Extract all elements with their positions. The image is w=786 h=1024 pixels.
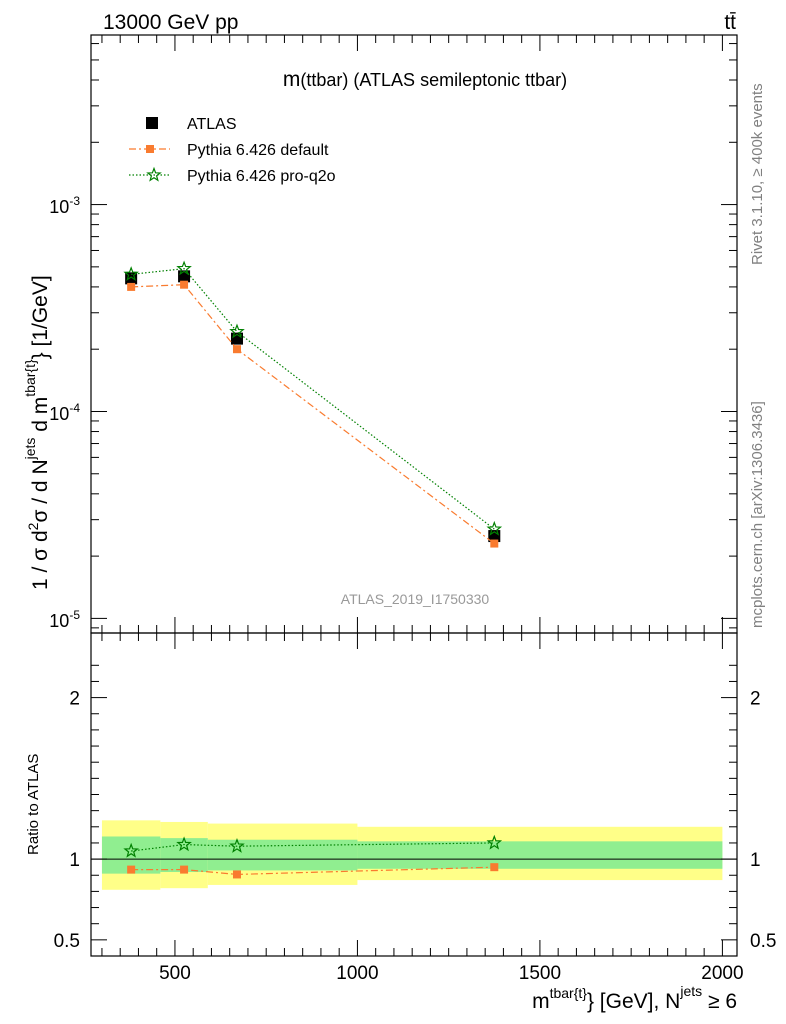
legend-default-marker [146, 145, 154, 153]
ratio-proq2o-point [123, 842, 139, 858]
proq2o-mc-point [486, 520, 503, 536]
legend: ATLAS Pythia 6.426 default Pythia 6.426 … [129, 116, 336, 185]
x-tick-label: 2000 [701, 963, 743, 984]
y-tick-label: 10-3 [49, 194, 80, 217]
default-mc-point [180, 280, 189, 289]
analysis-watermark: ATLAS_2019_I1750330 [341, 591, 490, 607]
legend-atlas-marker [146, 117, 158, 129]
proq2o-mc-point [229, 323, 245, 339]
ratio-proq2o-point [229, 837, 245, 853]
ratio-y-tick-label-right: 2 [750, 689, 761, 710]
ratio-default-point [232, 870, 241, 879]
ratio-y-ticks [91, 664, 737, 941]
ratio-default-point [127, 865, 136, 874]
ratio-panel: 0.5 0.5 1 1 2 2 500 1000 1500 2000 Ratio to ATLAS… [25, 632, 777, 1013]
ratio-default-point [180, 865, 189, 874]
plot-title: m(ttbar) (ATLAS semileptonic ttbar) [283, 68, 567, 91]
ratio-series-line [131, 842, 495, 852]
default-mc-point [232, 345, 241, 354]
default-mc-point [490, 539, 499, 548]
default-mc-point [127, 282, 136, 291]
ratio-y-tick-label-right: 0.5 [750, 931, 776, 952]
process-label: tt̄ [724, 11, 736, 34]
energy-label: 13000 GeV pp [103, 11, 238, 34]
ratio-y-tick-label: 0.5 [54, 931, 80, 952]
legend-default-label: Pythia 6.426 default [187, 142, 329, 159]
legend-proq2o-marker [146, 166, 162, 182]
ratio-bands [91, 820, 737, 890]
legend-atlas-label: ATLAS [187, 116, 237, 133]
main-series [123, 260, 503, 548]
x-tick-label: 500 [159, 963, 191, 984]
y-tick-label: 10-5 [49, 608, 80, 631]
ratio-y-tick-label: 1 [69, 850, 80, 871]
x-tick-label: 1500 [519, 963, 561, 984]
ratio-x-ticks [101, 633, 723, 956]
legend-proq2o-label: Pythia 6.426 pro-q2o [187, 168, 336, 185]
inner-uncertainty-band [357, 841, 723, 869]
ratio-frame [90, 632, 738, 957]
inner-uncertainty-band [207, 839, 358, 871]
y-tick-label: 10-4 [49, 401, 80, 424]
ratio-proq2o-point [486, 834, 503, 850]
main-panel: 10-5 10-4 10-3 1 / σ d2σ / d Njets d mtb… [22, 34, 738, 634]
proq2o-mc-point [123, 266, 139, 281]
series-line [131, 268, 495, 530]
main-y-axis-label: 1 / σ d2σ / d Njets d mtbar{t}} [1/GeV] [22, 275, 52, 590]
ratio-default-point [490, 863, 499, 872]
rivet-label: Rivet 3.1.10, ≥ 400k events [749, 83, 766, 265]
proq2o-mc-point [176, 260, 192, 276]
x-tick-label: 1000 [336, 963, 378, 984]
main-x-ticks [101, 35, 723, 633]
ratio-y-tick-label-right: 1 [750, 850, 761, 871]
series-line [131, 284, 495, 545]
ratio-series [123, 834, 503, 879]
ratio-tick-labels: 0.5 0.5 1 1 2 2 500 1000 1500 2000 [54, 689, 777, 984]
x-axis-label: mtbar{t}} [GeV], Njets ≥ 6 [532, 983, 737, 1013]
ratio-series-line [131, 866, 495, 876]
main-y-ticks [91, 43, 737, 629]
ratio-y-axis-label: Ratio to ATLAS [25, 754, 42, 855]
ratio-y-tick-label: 2 [69, 689, 80, 710]
ratio-proq2o-point [176, 836, 192, 852]
mcplots-label: mcplots.cern.ch [arXiv:1306.3436] [749, 401, 766, 628]
